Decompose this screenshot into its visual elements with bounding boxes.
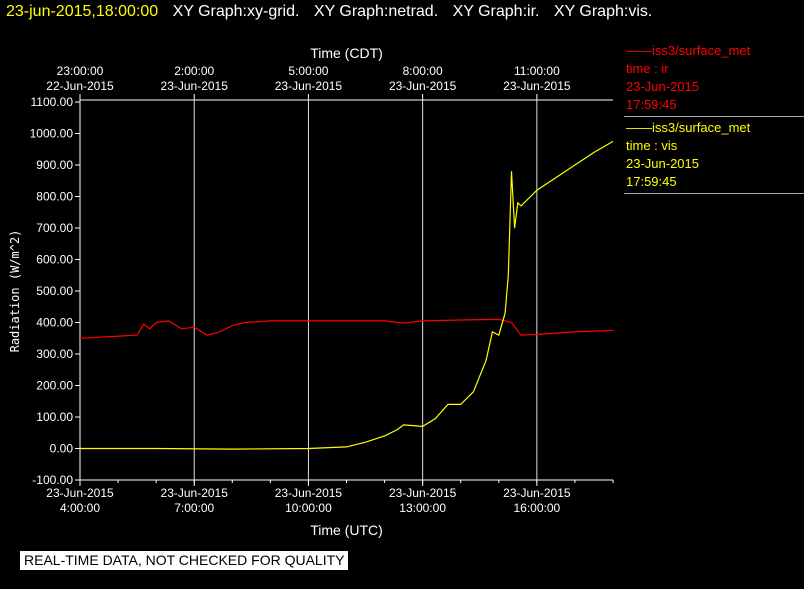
legend-ir-time: 17:59:45 (626, 97, 677, 112)
quality-disclaimer: REAL-TIME DATA, NOT CHECKED FOR QUALITY (20, 551, 349, 570)
top-tick-label-date: 22-Jun-2015 (46, 79, 114, 93)
y-tick-label: 0.00 (50, 442, 74, 456)
y-tick-label: 600.00 (36, 253, 73, 267)
x-tick-label-time: 10:00:00 (285, 501, 332, 515)
x-tick-label-time: 4:00:00 (60, 501, 100, 515)
legend: ——iss3/surface_met time : ir 23-Jun-2015… (624, 40, 804, 194)
series-line-vis (80, 140, 614, 450)
legend-ir-field: time : ir (626, 61, 669, 76)
x-tick-label-time: 7:00:00 (174, 501, 214, 515)
top-tick-label-date: 23-Jun-2015 (275, 79, 343, 93)
y-tick-label: 400.00 (36, 316, 73, 330)
y-tick-label: -100.00 (32, 473, 73, 487)
graph-label-netrad: XY Graph:netrad. (313, 3, 439, 20)
legend-vis-field: time : vis (626, 138, 678, 153)
graph-label-ir: XY Graph:ir. (452, 3, 540, 20)
x-axis-title-top: Time (CDT) (310, 45, 383, 61)
x-axis-title-bottom: Time (UTC) (310, 522, 383, 538)
top-tick-label-time: 5:00:00 (288, 64, 328, 78)
legend-vis-date: 23-Jun-2015 (626, 156, 699, 171)
y-tick-label: 1000.00 (30, 127, 74, 141)
top-tick-label-time: 2:00:00 (174, 64, 214, 78)
x-tick-label-time: 16:00:00 (513, 501, 560, 515)
x-tick-label-date: 23-Jun-2015 (46, 486, 114, 500)
header-bar: 23-jun-2015,18:00:00 XY Graph:xy-grid. X… (6, 3, 652, 25)
series-line-ir (79, 318, 614, 339)
y-axis-title: Radiation (W/m^2) (8, 230, 22, 353)
legend-ir-name: ——iss3/surface_met (626, 43, 751, 58)
graph-label-xy-grid: XY Graph:xy-grid. (172, 3, 300, 20)
legend-entry-vis: ——iss3/surface_met time : vis 23-Jun-201… (624, 117, 804, 194)
x-tick-label-date: 23-Jun-2015 (503, 486, 571, 500)
top-tick-label-time: 23:00:00 (57, 64, 104, 78)
x-tick-label-date: 23-Jun-2015 (161, 486, 229, 500)
top-tick-label-date: 23-Jun-2015 (161, 79, 229, 93)
timestamp: 23-jun-2015,18:00:00 (6, 3, 159, 20)
x-tick-label-date: 23-Jun-2015 (275, 486, 343, 500)
top-tick-label-time: 8:00:00 (403, 64, 443, 78)
legend-ir-date: 23-Jun-2015 (626, 79, 699, 94)
y-tick-label: 900.00 (36, 158, 73, 172)
y-tick-label: 700.00 (36, 221, 73, 235)
y-tick-label: 1100.00 (31, 95, 74, 109)
y-tick-label: 800.00 (36, 190, 73, 204)
y-tick-label: 200.00 (36, 379, 73, 393)
legend-vis-name: ——iss3/surface_met (626, 120, 751, 135)
x-tick-label-date: 23-Jun-2015 (389, 486, 457, 500)
top-tick-label-date: 23-Jun-2015 (503, 79, 571, 93)
top-tick-label-time: 11:00:00 (514, 64, 560, 78)
legend-vis-time: 17:59:45 (626, 174, 677, 189)
x-tick-label-time: 13:00:00 (399, 501, 446, 515)
y-tick-label: 500.00 (36, 284, 73, 298)
graph-label-vis: XY Graph:vis. (553, 3, 653, 20)
y-tick-label: 300.00 (36, 347, 73, 361)
top-tick-label-date: 23-Jun-2015 (389, 79, 457, 93)
legend-entry-ir: ——iss3/surface_met time : ir 23-Jun-2015… (624, 40, 804, 117)
y-tick-label: 100.00 (36, 410, 73, 424)
